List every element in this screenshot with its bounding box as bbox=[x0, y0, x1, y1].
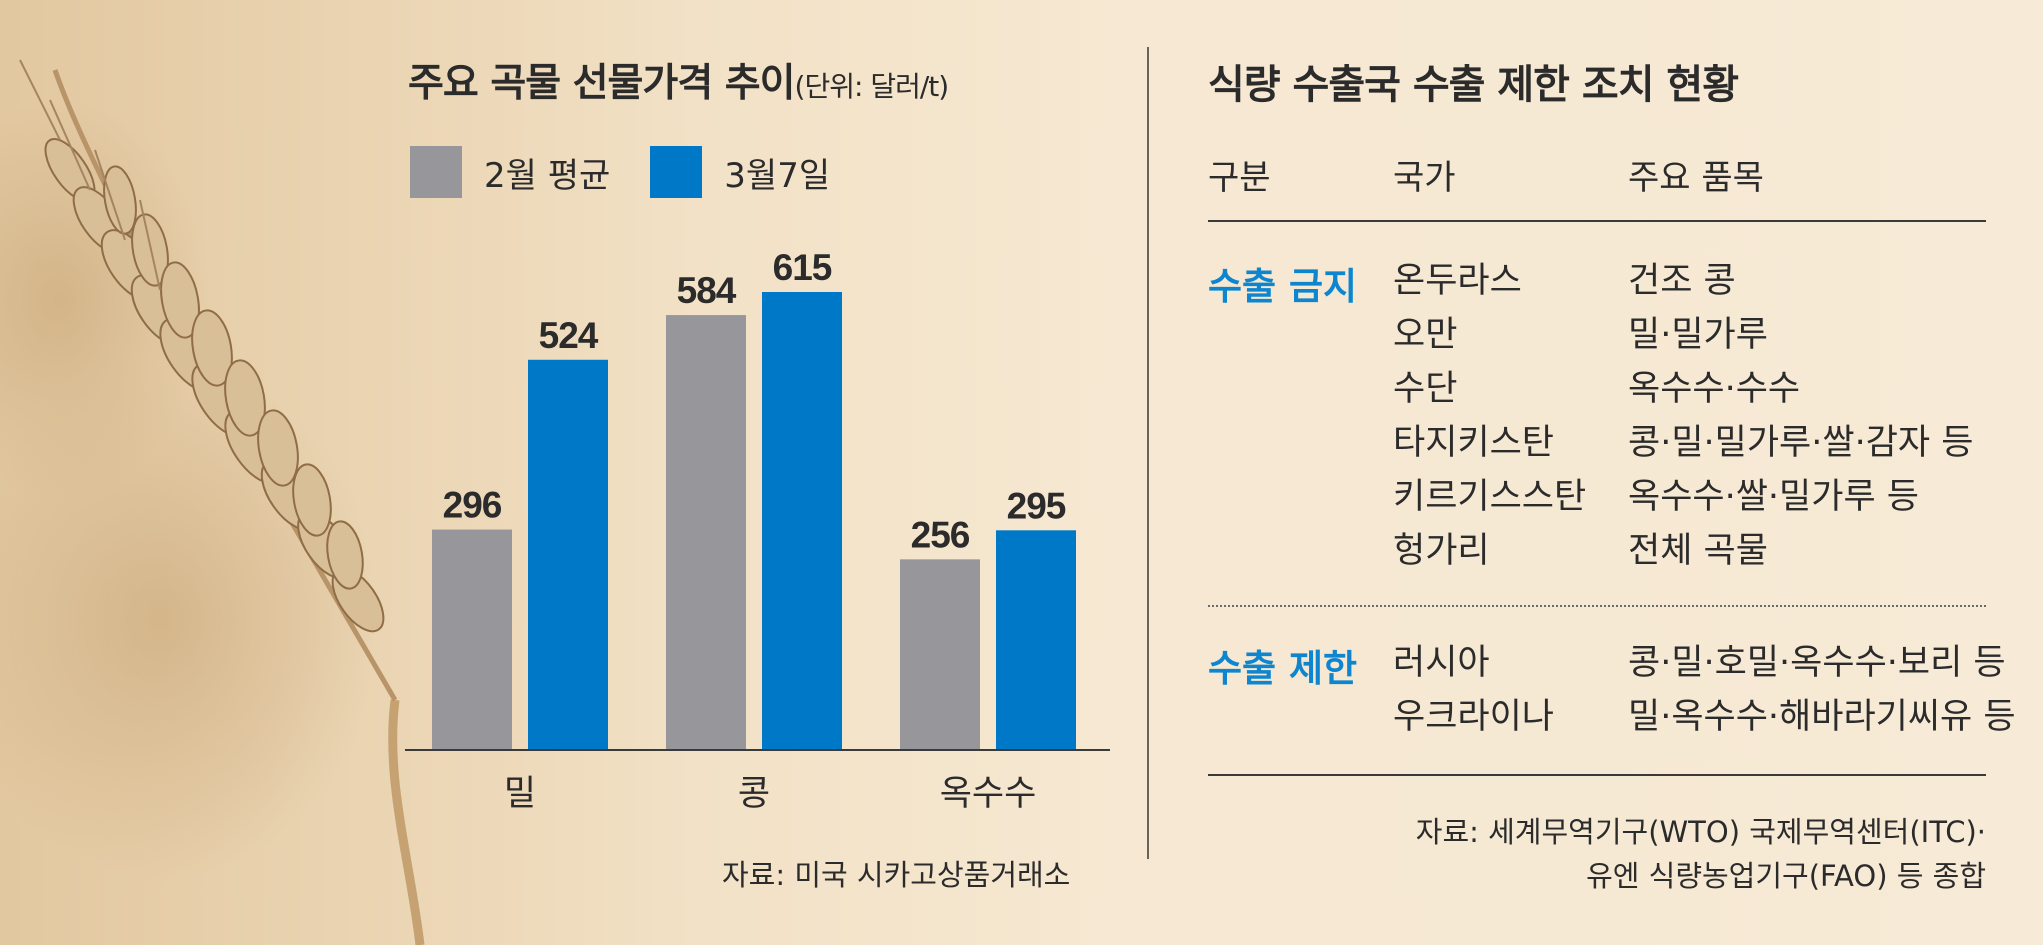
category-label: 콩 bbox=[738, 774, 770, 814]
country-cell: 수단 bbox=[1393, 369, 1458, 409]
table-source-line2: 유엔 식량농업기구(FAO) 등 종합 bbox=[1586, 859, 1986, 893]
country-cell: 오만 bbox=[1393, 315, 1458, 355]
legend-item-feb: 2월 평균 bbox=[410, 146, 610, 198]
table-title: 식량 수출국 수출 제한 조치 현황 bbox=[1208, 62, 1739, 108]
chart-unit: (단위: 달러/t) bbox=[794, 70, 950, 103]
header-items: 주요 품목 bbox=[1628, 158, 1764, 198]
bar-chart: 296 524 밀 584 615 콩 256 295 옥수수 bbox=[405, 247, 1110, 814]
bar-mar7-1 bbox=[762, 292, 842, 750]
item-cell: 옥수수·수수 bbox=[1628, 369, 1801, 409]
country-cell: 온두라스 bbox=[1393, 261, 1522, 301]
data-label: 256 bbox=[911, 514, 970, 555]
legend-swatch-feb bbox=[410, 146, 462, 198]
item-cell: 콩·밀·호밀·옥수수·보리 등 bbox=[1628, 643, 2006, 683]
header-country: 국가 bbox=[1393, 158, 1456, 198]
header-rule bbox=[1208, 220, 1986, 222]
data-label: 584 bbox=[677, 270, 737, 311]
item-cell: 건조 콩 bbox=[1628, 261, 1736, 301]
table-source-line1: 자료: 세계무역기구(WTO) 국제무역센터(ITC)· bbox=[1415, 815, 1986, 849]
country-cell: 우크라이나 bbox=[1393, 697, 1555, 737]
item-cell: 밀·밀가루 bbox=[1628, 315, 1768, 355]
country-cell: 헝가리 bbox=[1393, 531, 1490, 571]
table-source: 자료: 세계무역기구(WTO) 국제무역센터(ITC)· 유엔 식량농업기구(F… bbox=[1416, 810, 1986, 898]
data-label: 524 bbox=[539, 315, 599, 356]
chart-source: 자료: 미국 시카고상품거래소 bbox=[722, 858, 1071, 892]
country-cell: 러시아 bbox=[1393, 643, 1490, 683]
country-cell: 타지키스탄 bbox=[1393, 423, 1555, 463]
item-cell: 콩·밀·밀가루·쌀·감자 등 bbox=[1628, 423, 1974, 463]
country-cell: 키르기스스탄 bbox=[1393, 477, 1587, 517]
item-list-ban: 건조 콩 밀·밀가루 옥수수·수수 콩·밀·밀가루·쌀·감자 등 옥수수·쌀·밀… bbox=[1628, 254, 1973, 578]
country-list-ban: 온두라스 오만 수단 타지키스탄 키르기스스탄 헝가리 bbox=[1393, 254, 1586, 578]
item-cell: 옥수수·쌀·밀가루 등 bbox=[1628, 477, 1919, 517]
country-list-restriction: 러시아 우크라이나 bbox=[1393, 636, 1554, 744]
header-category: 구분 bbox=[1208, 158, 1271, 198]
bar-feb-avg-1 bbox=[666, 315, 746, 750]
legend-item-mar7: 3월7일 bbox=[650, 146, 830, 198]
data-label: 295 bbox=[1007, 485, 1066, 526]
bar-mar7-2 bbox=[996, 530, 1076, 750]
chart-title-text: 주요 곡물 선물가격 추이 bbox=[408, 61, 796, 106]
category-export-restriction: 수출 제한 bbox=[1208, 647, 1358, 690]
data-label: 296 bbox=[443, 485, 502, 526]
bar-feb-avg-2 bbox=[900, 559, 980, 750]
group-divider bbox=[1208, 605, 1986, 607]
item-list-restriction: 콩·밀·호밀·옥수수·보리 등 밀·옥수수·해바라기씨유 등 bbox=[1628, 636, 2016, 744]
table-bottom-rule bbox=[1208, 774, 1986, 776]
panel-divider bbox=[1147, 47, 1149, 859]
data-label: 615 bbox=[773, 247, 832, 288]
legend-swatch-mar7 bbox=[650, 146, 703, 198]
bar-feb-avg-0 bbox=[432, 529, 512, 750]
chart-legend: 2월 평균 3월7일 bbox=[410, 146, 870, 198]
item-cell: 밀·옥수수·해바라기씨유 등 bbox=[1628, 697, 2016, 737]
chart-title: 주요 곡물 선물가격 추이(단위: 달러/t) bbox=[408, 52, 950, 108]
legend-label-feb: 2월 평균 bbox=[484, 155, 611, 196]
category-label: 밀 bbox=[504, 774, 536, 814]
category-export-ban: 수출 금지 bbox=[1208, 265, 1358, 308]
bar-mar7-0 bbox=[528, 359, 608, 750]
item-cell: 전체 곡물 bbox=[1628, 531, 1768, 571]
wheat-photo bbox=[0, 59, 425, 945]
category-label: 옥수수 bbox=[940, 774, 1037, 814]
legend-label-mar7: 3월7일 bbox=[724, 155, 831, 196]
